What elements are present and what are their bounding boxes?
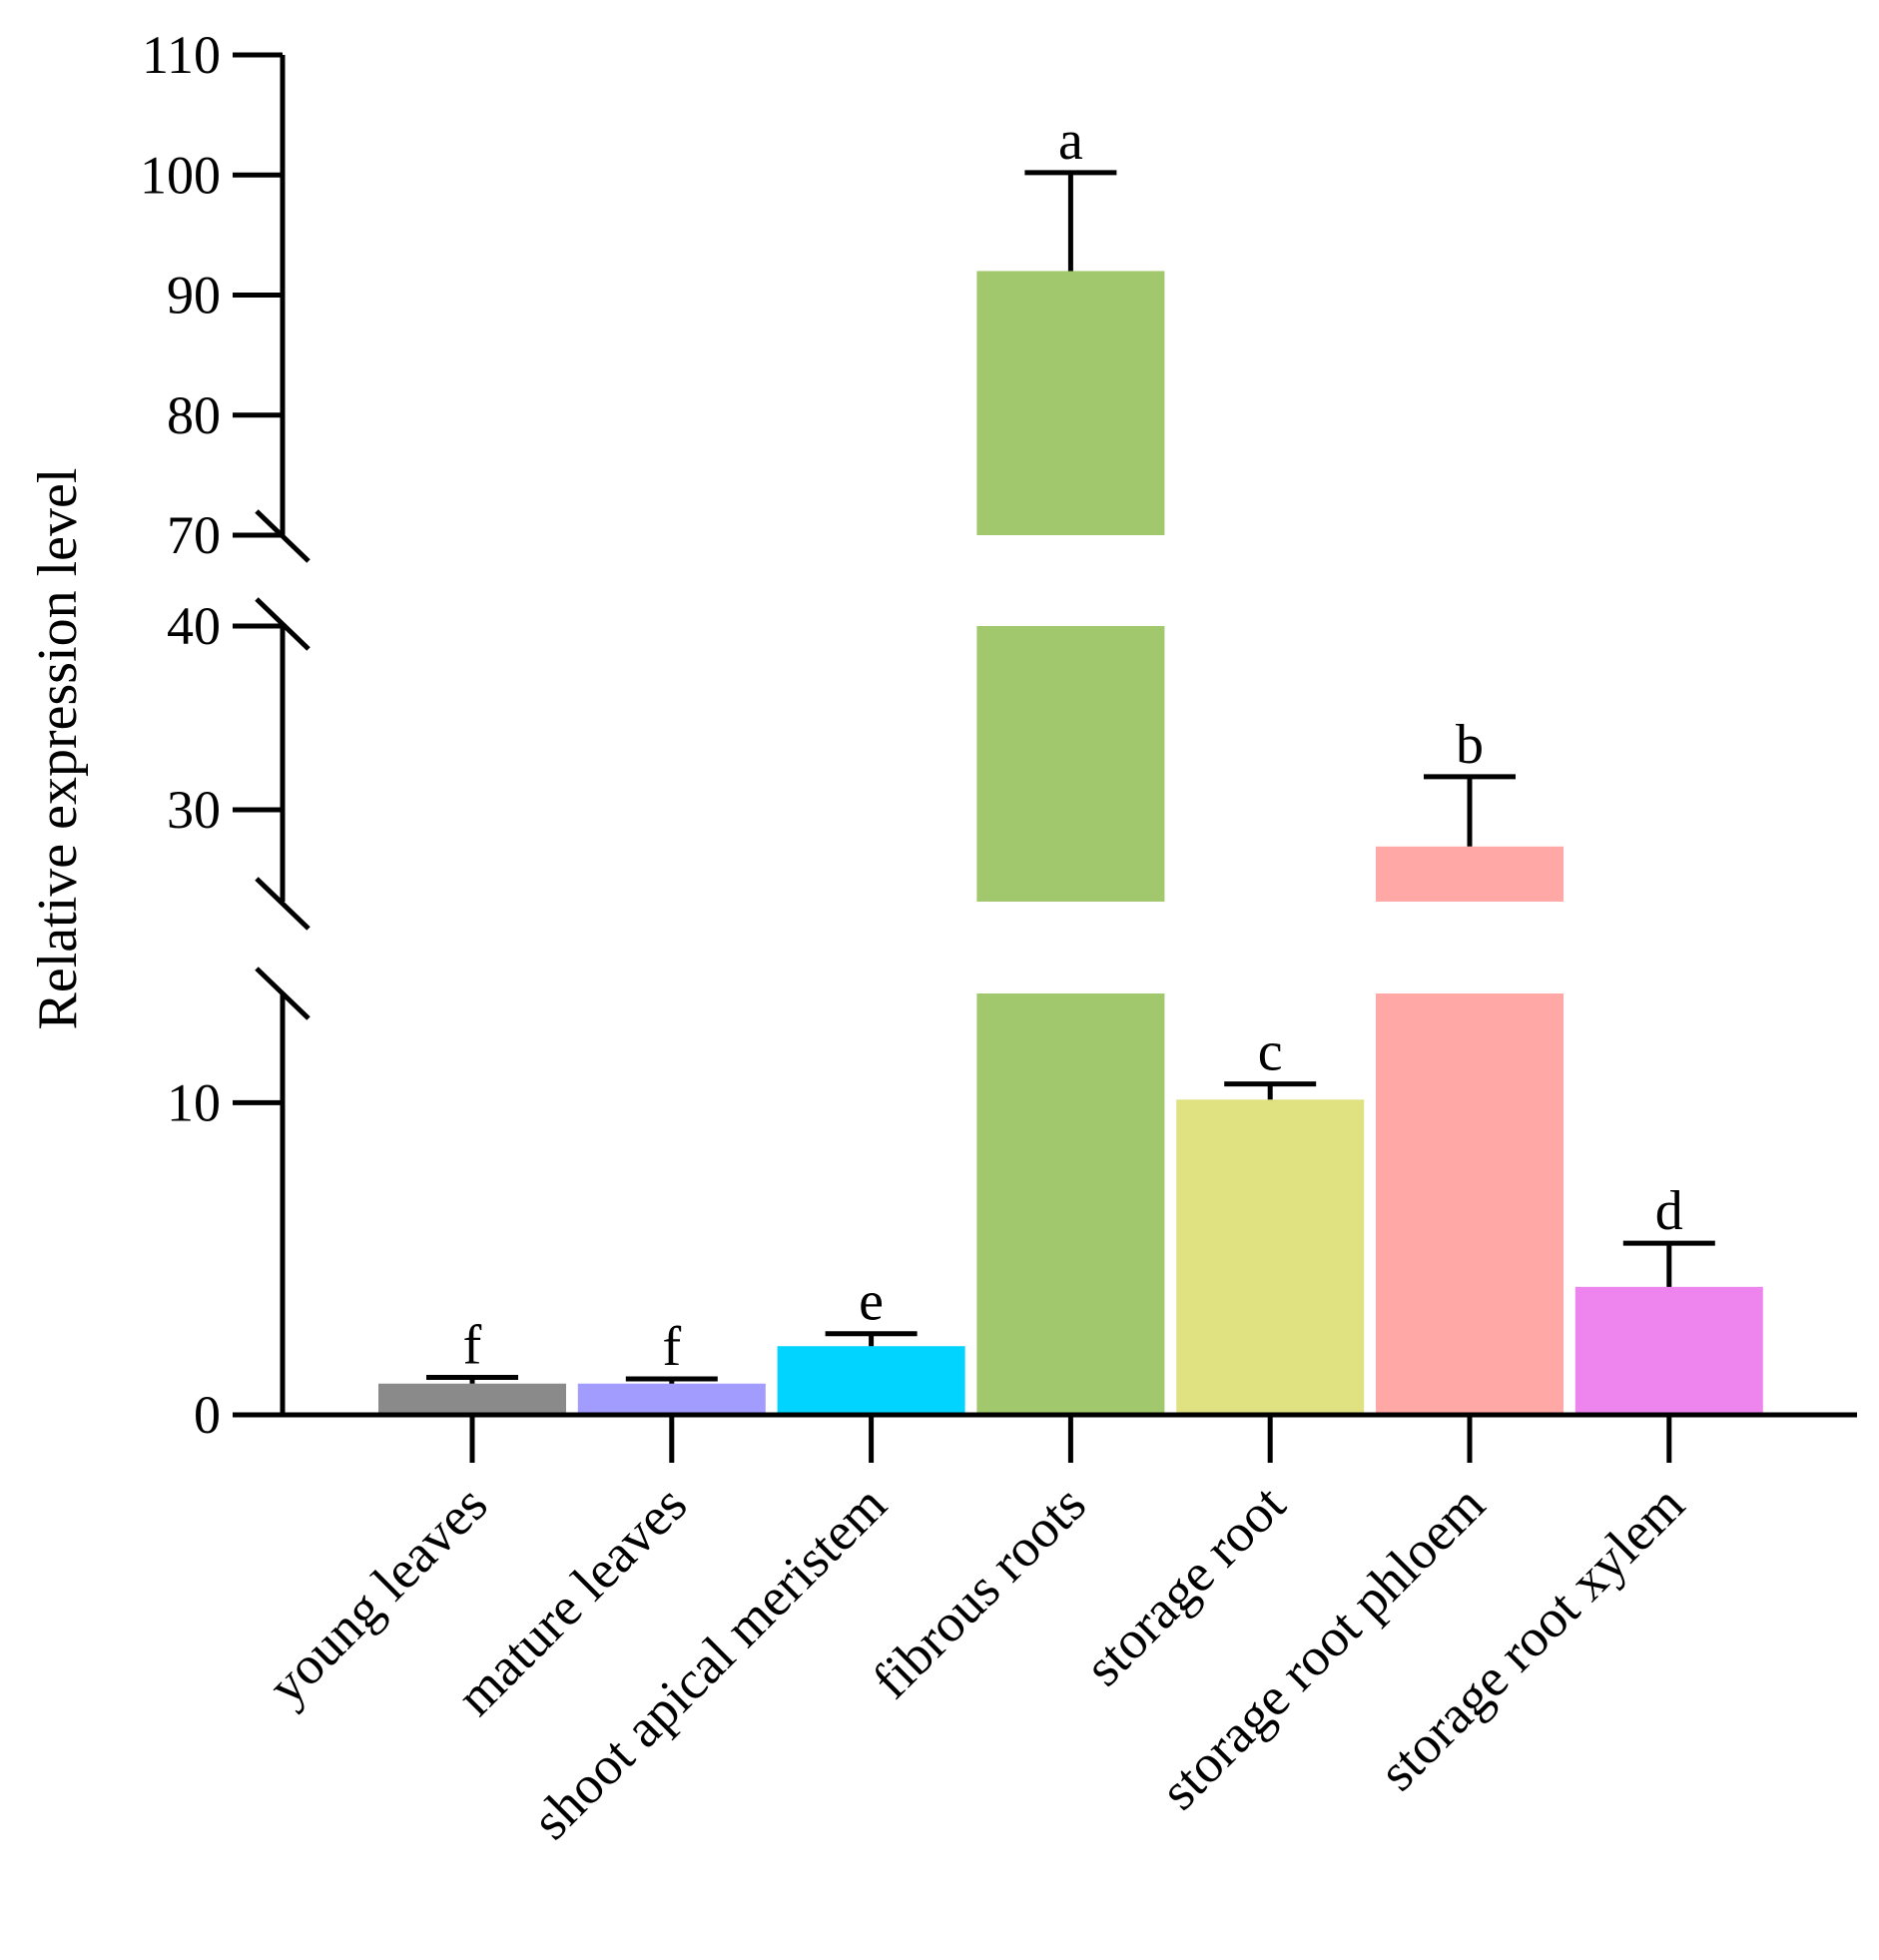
bar-1-segment-0	[577, 1383, 766, 1415]
x-tick-label-2: shoot apical meristem	[521, 1474, 899, 1851]
axes-layer	[233, 52, 1857, 1463]
y-tick-label-30: 30	[167, 780, 221, 840]
y-tick-label-0: 0	[194, 1385, 221, 1445]
significance-label-0: f	[463, 1314, 482, 1376]
significance-label-6: d	[1655, 1180, 1683, 1242]
axis-break-mark	[255, 967, 311, 1020]
bar-3-segment-1	[976, 626, 1165, 902]
y-tick-label-110: 110	[142, 25, 221, 85]
error-bars-layer	[426, 170, 1715, 1384]
bar-3-segment-0	[976, 993, 1165, 1415]
significance-label-5: b	[1456, 714, 1484, 776]
significance-label-4: c	[1258, 1021, 1283, 1083]
y-axis-label: Relative expression level	[27, 468, 89, 1030]
axis-break-mark	[255, 509, 311, 563]
bar-3-segment-2	[976, 271, 1165, 535]
bar-2-segment-0	[777, 1346, 965, 1415]
bar-6-segment-0	[1574, 1286, 1763, 1415]
bar-5-segment-1	[1376, 846, 1564, 902]
y-tick-label-10: 10	[167, 1072, 221, 1132]
bar-5-segment-0	[1376, 993, 1564, 1415]
y-tick-label-100: 100	[140, 145, 221, 205]
y-tick-label-70: 70	[167, 505, 221, 565]
significance-label-3: a	[1058, 110, 1083, 172]
significance-label-1: f	[662, 1316, 681, 1378]
bars-layer	[378, 271, 1763, 1415]
y-tick-label-90: 90	[167, 266, 221, 326]
axis-break-mark	[255, 877, 311, 931]
x-tick-label-3: fibrous roots	[861, 1474, 1097, 1710]
significance-label-2: e	[859, 1271, 884, 1333]
y-tick-label-40: 40	[167, 596, 221, 656]
bar-0-segment-0	[378, 1383, 566, 1415]
y-tick-label-80: 80	[167, 385, 221, 445]
axis-break-mark	[255, 597, 311, 651]
bar-4-segment-0	[1176, 1099, 1365, 1415]
